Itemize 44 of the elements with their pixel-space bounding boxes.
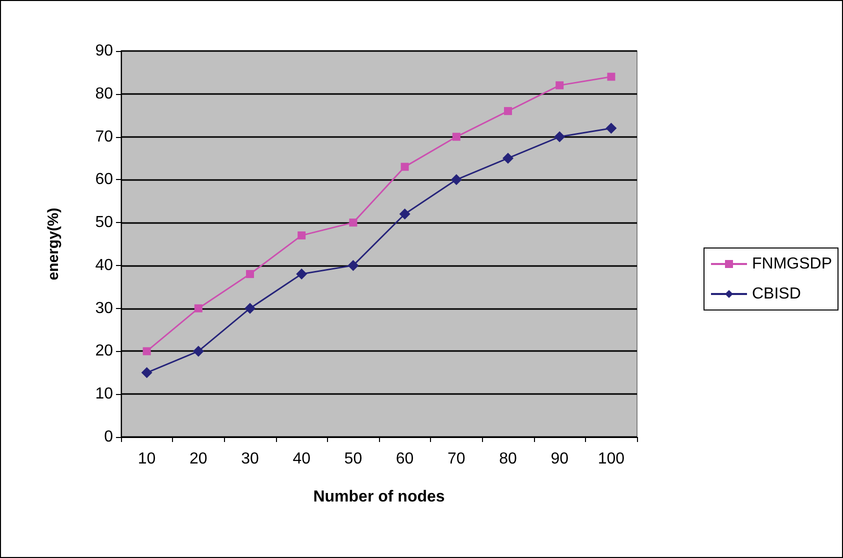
x-tick-label: 40: [292, 450, 311, 468]
point: [607, 72, 616, 81]
y-tick-label: 60: [95, 171, 114, 188]
y-tick-label: 80: [95, 85, 114, 102]
point: [556, 81, 564, 90]
x-tick-label: 30: [241, 450, 259, 468]
x-tick-label: 80: [499, 450, 517, 468]
x-tick-label: 20: [190, 450, 208, 468]
y-tick-label: 30: [95, 300, 114, 317]
point: [192, 346, 204, 357]
point: [606, 122, 617, 134]
point: [296, 268, 308, 280]
x-tick-label: 10: [138, 450, 156, 468]
point: [244, 302, 256, 314]
x-tick-label: 60: [396, 450, 414, 468]
point: [554, 131, 566, 142]
y-tick-label: 90: [95, 42, 114, 60]
point: [399, 208, 410, 220]
point: [142, 347, 151, 356]
point: [141, 367, 152, 378]
y-tick-label: 50: [95, 214, 114, 232]
point: [450, 174, 462, 186]
legend-label: CBISD: [752, 286, 801, 302]
x-tick-label: 70: [448, 450, 466, 468]
x-tick-label: 100: [598, 450, 625, 468]
point: [502, 152, 514, 164]
y-tick-label: 40: [95, 256, 114, 274]
y-tick-label: 0: [104, 428, 114, 446]
x-tick-label: 50: [344, 450, 362, 468]
point: [246, 270, 254, 278]
y-tick-label: 10: [95, 386, 114, 403]
point: [349, 218, 358, 227]
point: [452, 132, 460, 141]
point: [400, 162, 409, 171]
point: [504, 107, 512, 116]
x-tick-label: 90: [550, 450, 569, 468]
point: [194, 304, 202, 312]
legend-label: FNMGSDP: [752, 256, 832, 272]
x-axis-title: Number of nodes: [313, 488, 445, 506]
point: [348, 260, 359, 271]
y-tick-label: 20: [95, 342, 114, 360]
y-axis-title: energy(%): [45, 208, 62, 280]
point: [298, 231, 306, 240]
y-tick-label: 70: [95, 128, 114, 146]
